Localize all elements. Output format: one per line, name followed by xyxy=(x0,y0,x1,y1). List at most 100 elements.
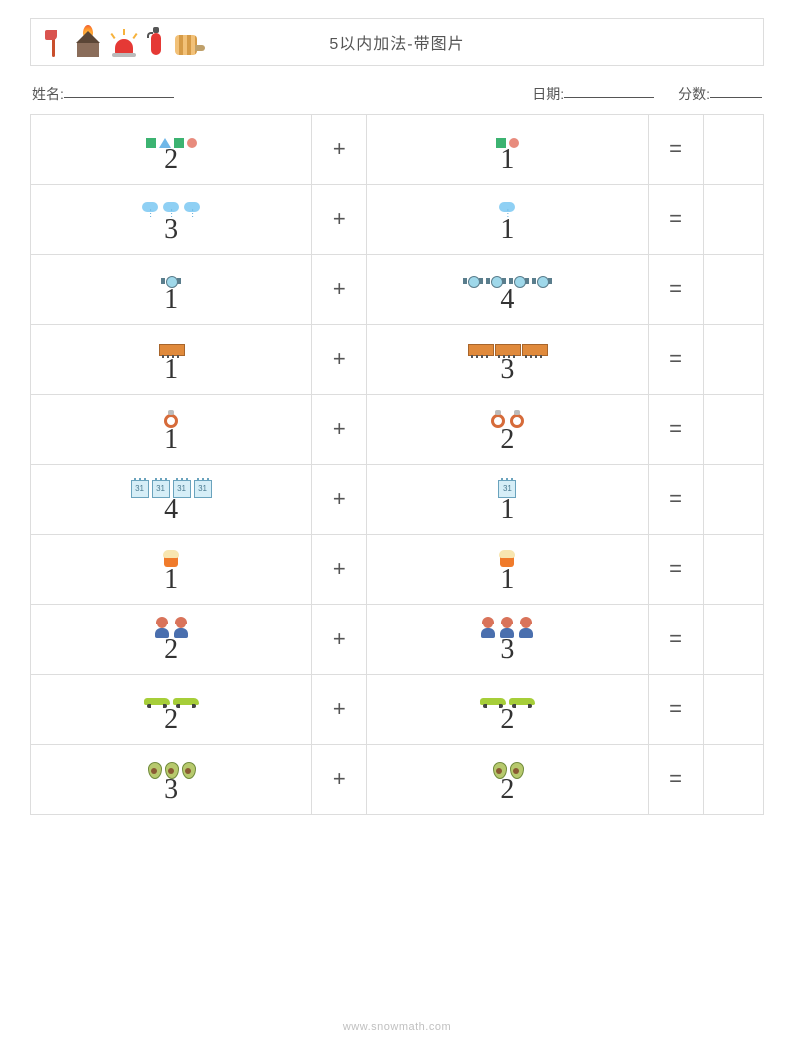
answer-cell[interactable] xyxy=(703,465,763,535)
equals-cell: = xyxy=(648,745,703,815)
header-icon-row xyxy=(31,25,207,59)
car-icon xyxy=(509,696,535,708)
picture-row xyxy=(367,474,647,498)
problem-row: 1+1= xyxy=(31,535,764,605)
picture-row xyxy=(367,334,647,358)
person-icon xyxy=(499,618,515,638)
info-line: 姓名: 日期: 分数: xyxy=(32,84,762,104)
right-number: 1 xyxy=(367,216,647,244)
left-number: 1 xyxy=(31,566,311,594)
left-number: 2 xyxy=(31,636,311,664)
answer-cell[interactable] xyxy=(703,535,763,605)
plus-cell: + xyxy=(312,745,367,815)
worksheet-table: 2+1=3+1=1+4=1+3=1+2=4+1=1+1=2+3=2+2=3+2= xyxy=(30,114,764,815)
date-label: 日期: xyxy=(532,84,564,104)
equals-cell: = xyxy=(648,185,703,255)
picture-row xyxy=(367,614,647,638)
plus-cell: + xyxy=(312,325,367,395)
left-number: 3 xyxy=(31,216,311,244)
right-operand-cell: 4 xyxy=(367,255,648,325)
ring-icon xyxy=(509,410,525,428)
circ-icon xyxy=(187,138,197,148)
plus-cell: + xyxy=(312,255,367,325)
answer-cell[interactable] xyxy=(703,115,763,185)
calendar-icon xyxy=(194,480,212,498)
popcorn-icon xyxy=(163,550,179,568)
answer-cell[interactable] xyxy=(703,605,763,675)
calendar-icon xyxy=(152,480,170,498)
left-operand-cell: 1 xyxy=(31,395,312,465)
equals-cell: = xyxy=(648,535,703,605)
right-number: 2 xyxy=(367,706,647,734)
candy-icon xyxy=(486,274,506,288)
left-number: 2 xyxy=(31,146,311,174)
left-number: 3 xyxy=(31,776,311,804)
problem-row: 2+3= xyxy=(31,605,764,675)
name-blank[interactable] xyxy=(64,84,174,98)
picture-row xyxy=(31,754,311,778)
right-number: 1 xyxy=(367,146,647,174)
answer-cell[interactable] xyxy=(703,325,763,395)
person-icon xyxy=(480,618,496,638)
problem-row: 1+3= xyxy=(31,325,764,395)
sq-icon xyxy=(146,138,156,148)
picture-row xyxy=(367,194,647,218)
railcar-icon xyxy=(522,344,546,358)
car-icon xyxy=(144,696,170,708)
raincloud-icon xyxy=(141,202,159,218)
picture-row xyxy=(31,334,311,358)
picture-row xyxy=(31,544,311,568)
footer-watermark: www.snowmath.com xyxy=(0,1021,794,1033)
right-number: 2 xyxy=(367,426,647,454)
popcorn-icon xyxy=(499,550,515,568)
left-operand-cell: 4 xyxy=(31,465,312,535)
answer-cell[interactable] xyxy=(703,185,763,255)
avocado-icon xyxy=(147,760,161,778)
name-label: 姓名: xyxy=(32,84,64,104)
candy-icon xyxy=(463,274,483,288)
plus-cell: + xyxy=(312,115,367,185)
date-blank[interactable] xyxy=(564,84,654,98)
left-operand-cell: 3 xyxy=(31,185,312,255)
plus-cell: + xyxy=(312,605,367,675)
avocado-icon xyxy=(492,760,506,778)
calendar-icon xyxy=(173,480,191,498)
ring-icon xyxy=(163,410,179,428)
left-operand-cell: 2 xyxy=(31,675,312,745)
avocado-icon xyxy=(509,760,523,778)
left-number: 2 xyxy=(31,706,311,734)
answer-cell[interactable] xyxy=(703,675,763,745)
answer-cell[interactable] xyxy=(703,255,763,325)
header-bar: 5以内加法-带图片 xyxy=(30,18,764,66)
railcar-icon xyxy=(159,344,183,358)
plus-cell: + xyxy=(312,535,367,605)
picture-row xyxy=(31,194,311,218)
right-operand-cell: 2 xyxy=(367,745,648,815)
right-number: 4 xyxy=(367,286,647,314)
equals-cell: = xyxy=(648,465,703,535)
equals-cell: = xyxy=(648,605,703,675)
candy-icon xyxy=(532,274,552,288)
raincloud-icon xyxy=(498,202,516,218)
fire-hose-icon xyxy=(173,29,207,59)
picture-row xyxy=(31,404,311,428)
raincloud-icon xyxy=(162,202,180,218)
equals-cell: = xyxy=(648,325,703,395)
answer-cell[interactable] xyxy=(703,745,763,815)
plus-cell: + xyxy=(312,675,367,745)
avocado-icon xyxy=(181,760,195,778)
burning-house-icon xyxy=(73,29,103,59)
plus-cell: + xyxy=(312,395,367,465)
equals-cell: = xyxy=(648,115,703,185)
plus-cell: + xyxy=(312,185,367,255)
right-number: 3 xyxy=(367,636,647,664)
railcar-icon xyxy=(495,344,519,358)
candy-icon xyxy=(509,274,529,288)
problem-row: 3+2= xyxy=(31,745,764,815)
avocado-icon xyxy=(164,760,178,778)
answer-cell[interactable] xyxy=(703,395,763,465)
score-blank[interactable] xyxy=(710,84,762,98)
picture-row xyxy=(367,544,647,568)
right-operand-cell: 1 xyxy=(367,465,648,535)
right-operand-cell: 1 xyxy=(367,185,648,255)
